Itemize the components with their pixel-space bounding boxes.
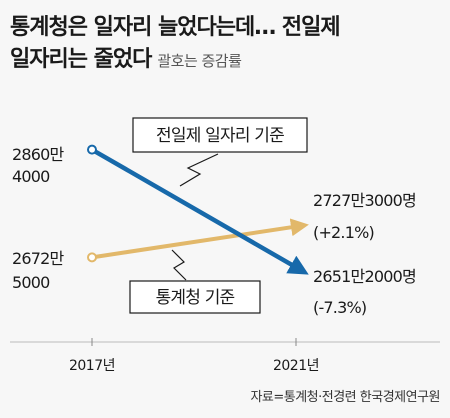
blue-start-label: 2860만 4000 <box>12 145 68 186</box>
legend-callout-gold: 통계청 기준 <box>129 249 261 314</box>
blue-end-label-line-1: 2651만2000명 <box>313 267 416 286</box>
x-tick-label-2021: 2021년 <box>273 358 319 374</box>
series-line-gold <box>90 218 309 260</box>
headline-line-1: 통계청은 일자리 늘었다는데… 전일제 <box>10 15 341 40</box>
gold-start-label-line-2: 5000 <box>12 273 50 292</box>
gold-end-label-line-2: (+2.1%) <box>313 223 374 242</box>
blue-start-label-line-2: 4000 <box>12 167 50 186</box>
headline-line-2-text: 일자리는 줄었다 <box>10 47 152 72</box>
legend-callout-blue: 전일제 일자리 기준 <box>132 117 308 187</box>
callout-leader-blue <box>179 153 219 187</box>
gold-start-label-line-1: 2672만 <box>12 249 65 268</box>
gold-end-label-line-1: 2727만3000명 <box>313 191 416 210</box>
headline-line-2: 일자리는 줄었다 괄호는 증감률 <box>10 44 440 77</box>
legend-label-gold: 통계청 기준 <box>156 288 235 308</box>
headline-subnote: 괄호는 증감률 <box>157 52 242 70</box>
legend-label-blue: 전일제 일자리 기준 <box>156 126 284 146</box>
headline: 통계청은 일자리 늘었다는데… 전일제 일자리는 줄었다 괄호는 증감률 <box>10 12 440 77</box>
gold-start-label: 2672만 5000 <box>12 249 68 292</box>
callout-box-blue <box>132 117 308 153</box>
callout-box-gold <box>129 280 261 314</box>
series-line-blue <box>89 147 309 275</box>
blue-end-label: 2651만2000명 (-7.3%) <box>313 267 420 317</box>
x-tick-label-2017: 2017년 <box>69 358 115 374</box>
series-start-point-gold <box>87 252 97 263</box>
callout-leader-gold <box>171 249 187 281</box>
series-start-point-blue <box>87 144 97 155</box>
gold-end-label: 2727만3000명 (+2.1%) <box>313 191 420 242</box>
blue-end-label-line-2: (-7.3%) <box>313 298 366 317</box>
source-note: 자료=통계청·전경련 한국경제연구원 <box>250 390 440 405</box>
blue-start-label-line-1: 2860만 <box>12 145 65 164</box>
